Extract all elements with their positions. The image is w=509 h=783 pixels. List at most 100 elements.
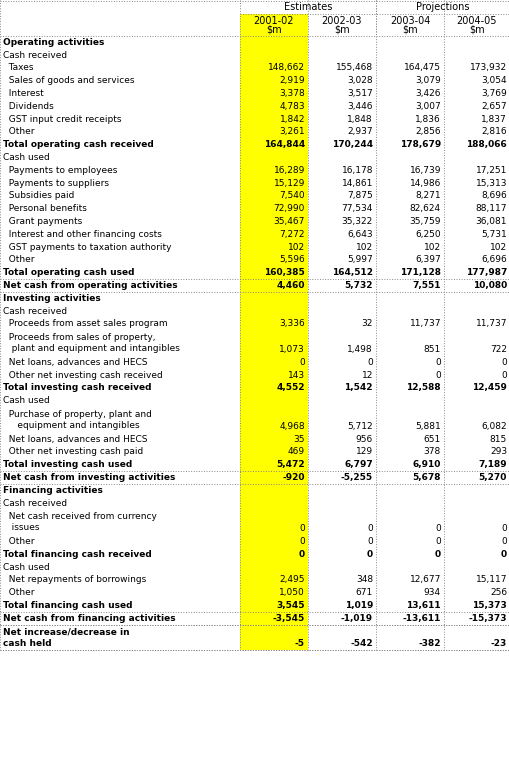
Text: 17,251: 17,251 [475,166,506,175]
Text: 469: 469 [287,448,304,456]
Bar [240,113,307,125]
Text: 0: 0 [299,358,304,367]
Text: 851: 851 [423,345,440,354]
Bar [240,599,307,612]
Text: Total investing cash used: Total investing cash used [3,460,132,469]
Bar [240,215,307,228]
Text: 7,875: 7,875 [347,192,372,200]
Text: -13,611: -13,611 [402,614,440,623]
Bar [240,241,307,254]
Text: 2,919: 2,919 [279,76,304,85]
Text: plant and equipment and intangibles: plant and equipment and intangibles [3,345,180,353]
Text: 5,997: 5,997 [347,255,372,265]
Text: 348: 348 [355,576,372,584]
Text: 4,968: 4,968 [279,422,304,431]
Bar [240,458,307,471]
Bar [240,574,307,586]
Text: -23: -23 [490,640,506,648]
Bar [240,484,307,496]
Text: Payments to suppliers: Payments to suppliers [3,179,109,188]
Text: 36,081: 36,081 [474,217,506,226]
Text: 5,270: 5,270 [477,473,506,482]
Text: 3,079: 3,079 [414,76,440,85]
Text: Sales of goods and services: Sales of goods and services [3,76,134,85]
Text: 164,512: 164,512 [331,269,372,277]
Bar [240,561,307,574]
Bar [240,189,307,202]
Text: Cash used: Cash used [3,396,50,406]
Text: 0: 0 [298,550,304,559]
Text: Net repayments of borrowings: Net repayments of borrowings [3,576,146,584]
Text: 4,552: 4,552 [276,384,304,392]
Text: 35,467: 35,467 [273,217,304,226]
Bar [240,381,307,395]
Text: 35: 35 [293,435,304,444]
Text: Net loans, advances and HECS: Net loans, advances and HECS [3,435,147,444]
Text: 2,856: 2,856 [414,128,440,136]
Text: 155,468: 155,468 [335,63,372,73]
Bar [240,125,307,139]
Text: 171,128: 171,128 [399,269,440,277]
Text: 5,731: 5,731 [480,230,506,239]
Text: 3,426: 3,426 [415,89,440,98]
Text: $m: $m [468,25,484,34]
Text: 102: 102 [287,243,304,251]
Text: 0: 0 [299,525,304,533]
Text: 0: 0 [434,550,440,559]
Text: 82,624: 82,624 [409,204,440,213]
Text: 164,844: 164,844 [263,140,304,150]
Bar [240,612,307,625]
Text: 12,677: 12,677 [409,576,440,584]
Bar [240,369,307,381]
Text: Other: Other [3,588,35,597]
Text: -3,545: -3,545 [272,614,304,623]
Text: 5,472: 5,472 [276,460,304,469]
Text: 7,540: 7,540 [279,192,304,200]
Text: 0: 0 [366,537,372,546]
Text: 143: 143 [287,370,304,380]
Text: 177,987: 177,987 [465,269,506,277]
Text: 35,322: 35,322 [341,217,372,226]
Bar [240,177,307,189]
Text: -5: -5 [294,640,304,648]
Bar [240,100,307,113]
Text: Other net investing cash paid: Other net investing cash paid [3,448,143,456]
Bar [240,510,307,536]
Text: -1,019: -1,019 [340,614,372,623]
Text: 3,007: 3,007 [414,102,440,111]
Text: 32: 32 [361,319,372,329]
Text: 2,657: 2,657 [480,102,506,111]
Text: 16,739: 16,739 [409,166,440,175]
Text: Operating activities: Operating activities [3,38,104,47]
Text: 6,082: 6,082 [480,422,506,431]
Text: 4,783: 4,783 [279,102,304,111]
Text: Net loans, advances and HECS: Net loans, advances and HECS [3,358,147,367]
Text: 11,737: 11,737 [474,319,506,329]
Text: 129: 129 [355,448,372,456]
Bar [240,586,307,599]
Text: 0: 0 [434,537,440,546]
Text: Other: Other [3,128,35,136]
Text: 15,129: 15,129 [273,179,304,188]
Text: 3,336: 3,336 [279,319,304,329]
Text: 102: 102 [423,243,440,251]
Text: Payments to employees: Payments to employees [3,166,117,175]
Bar [240,625,307,651]
Text: 72,990: 72,990 [273,204,304,213]
Text: 0: 0 [366,550,372,559]
Text: 160,385: 160,385 [264,269,304,277]
Text: 1,498: 1,498 [347,345,372,354]
Text: Grant payments: Grant payments [3,217,82,226]
Text: 148,662: 148,662 [267,63,304,73]
Text: 0: 0 [500,358,506,367]
Text: 1,848: 1,848 [347,114,372,124]
Text: $m: $m [266,25,281,34]
Text: Cash used: Cash used [3,153,50,162]
Text: 5,712: 5,712 [347,422,372,431]
Text: 2001-02: 2001-02 [253,16,294,26]
Text: 2,495: 2,495 [279,576,304,584]
Text: 2002-03: 2002-03 [321,16,361,26]
Text: 14,986: 14,986 [409,179,440,188]
Text: 722: 722 [489,345,506,354]
Bar [240,62,307,74]
